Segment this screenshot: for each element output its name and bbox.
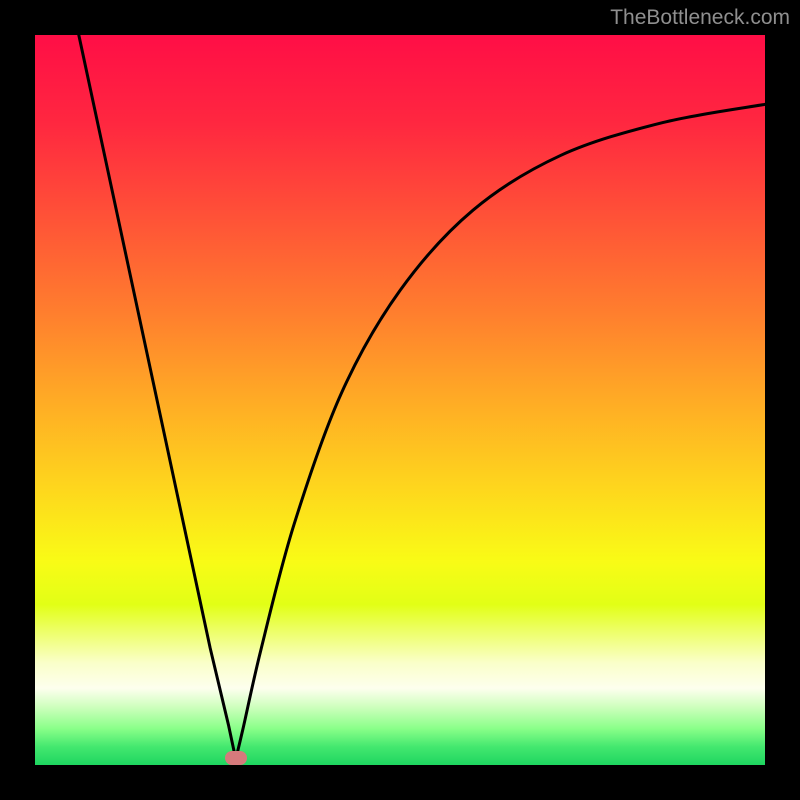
minimum-marker — [225, 751, 247, 765]
bottleneck-curve — [79, 35, 765, 759]
watermark-text: TheBottleneck.com — [610, 6, 790, 30]
curve-layer — [35, 35, 765, 765]
plot-area — [35, 35, 765, 765]
